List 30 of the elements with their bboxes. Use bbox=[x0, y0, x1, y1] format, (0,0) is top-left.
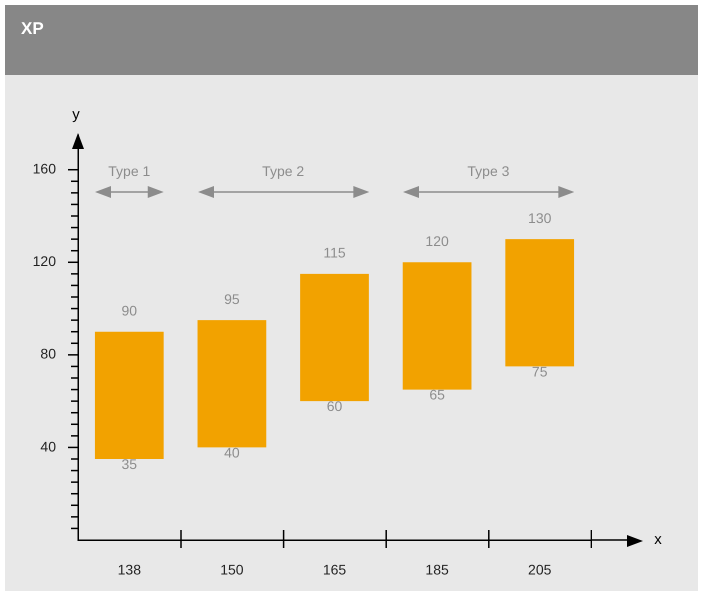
x-tick-label: 150 bbox=[220, 561, 244, 578]
annotation: Type 1 bbox=[108, 163, 150, 179]
x-tick-label: 138 bbox=[118, 561, 142, 578]
annotation: Type 3 bbox=[467, 163, 510, 179]
annotation: Type 2 bbox=[262, 163, 304, 179]
chart-title: XP bbox=[21, 19, 44, 39]
y-tick-label: 120 bbox=[32, 253, 56, 270]
bar bbox=[300, 274, 369, 402]
x-tick-label: 165 bbox=[322, 561, 346, 578]
y-axis-title: y bbox=[72, 106, 80, 124]
data-label: 95 bbox=[224, 291, 240, 307]
y-tick-label: 40 bbox=[40, 438, 56, 454]
x-tick-label: 185 bbox=[425, 561, 449, 578]
annotation: 75 bbox=[532, 363, 548, 380]
data-label: 115 bbox=[323, 244, 346, 261]
x-tick-label: 205 bbox=[528, 561, 552, 578]
annotation: 65 bbox=[429, 386, 446, 402]
data-label: 90 bbox=[122, 302, 138, 319]
y-tick-label: 160 bbox=[32, 160, 56, 177]
annotation: 40 bbox=[224, 444, 240, 460]
x-axis-title: x bbox=[654, 531, 662, 548]
bar bbox=[505, 239, 574, 366]
data-label: 120 bbox=[425, 233, 449, 250]
bar bbox=[198, 320, 266, 448]
y-tick-label: 80 bbox=[40, 346, 56, 362]
annotation: 60 bbox=[326, 398, 342, 414]
data-label: 130 bbox=[528, 210, 552, 226]
bar bbox=[402, 262, 472, 390]
annotation: 35 bbox=[122, 456, 138, 472]
bar bbox=[94, 332, 164, 459]
